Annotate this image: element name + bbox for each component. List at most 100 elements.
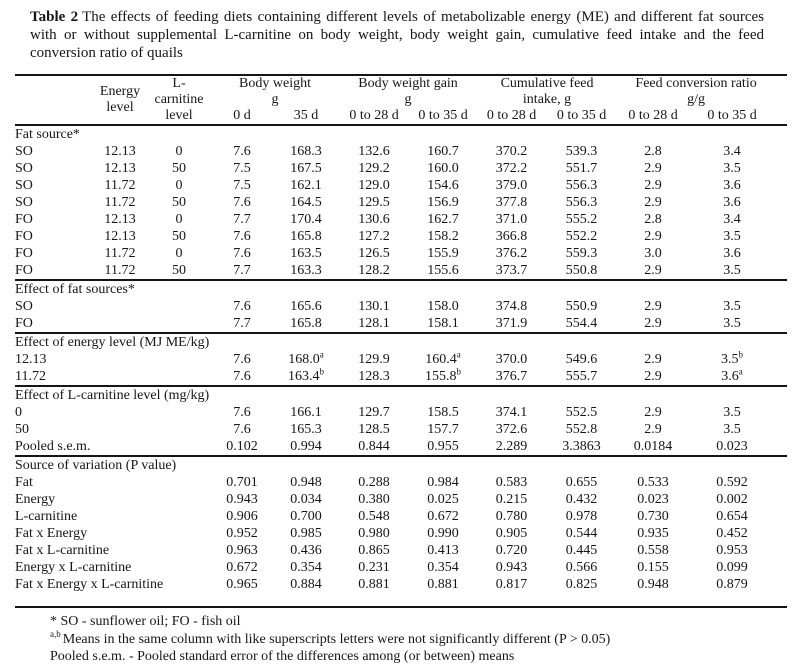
value-cell: 3.5 (723, 316, 741, 331)
value-cell: 7.6 (233, 144, 251, 159)
value-cell: 160.7 (427, 144, 459, 159)
value-cell: 3.4 (723, 144, 741, 159)
value-cell: 7.6 (233, 369, 251, 384)
value-cell: 163.3 (290, 263, 322, 278)
footnote-fat-sources: * SO - sunflower oil; FO - fish oil (50, 613, 793, 631)
value-cell: 0.025 (427, 492, 459, 507)
footnote-superscripts: a,b Means in the same column with like su… (50, 629, 793, 649)
value-cell: 370.0 (495, 352, 528, 367)
value-cell: 371.9 (495, 316, 528, 331)
carnitine-cell: 50 (172, 161, 186, 176)
value-cell: 3.6a (721, 366, 743, 384)
table-row: Energy 0.943 0.034 0.380 0.025 0.215 0.432 0.02… (15, 491, 787, 508)
value-cell: 3.5 (723, 299, 741, 314)
table-row: FO 7.7 165.8 128.1 158.1 371.9 554.4 2.9 3.5 (15, 315, 787, 333)
row-label: FO (15, 316, 33, 331)
value-cell: 0.380 (358, 492, 390, 507)
value-cell: 552.2 (565, 229, 598, 244)
value-cell: 2.9 (644, 422, 662, 437)
value-cell: 0.955 (427, 439, 459, 454)
value-cell: 371.0 (495, 212, 528, 227)
header-subcol-cfi-0-28d: 0 to 28 d (486, 108, 537, 123)
value-cell: 0.963 (226, 543, 258, 558)
group-unit: g (404, 92, 412, 107)
caption-text: The effects of feeding diets containing … (30, 9, 764, 61)
value-cell: 555.7 (565, 369, 598, 384)
value-cell: 2.9 (644, 195, 662, 210)
value-cell: 167.5 (290, 161, 322, 176)
header-group-body-weight-gain: Body weight gain g (339, 75, 477, 108)
carnitine-cell: 50 (172, 195, 186, 210)
header-group-feed-conversion-ratio: Feed conversion ratio g/g (617, 75, 787, 108)
value-cell: 168.0a (288, 349, 324, 367)
value-cell: 7.5 (233, 178, 251, 193)
table-row: SO 11.72 0 7.5 162.1 129.0 154.6 379.0 556.3 2.9 3… (15, 177, 787, 194)
value-cell: 0.215 (495, 492, 528, 507)
value-cell: 556.3 (565, 178, 598, 193)
value-cell: 0.978 (565, 509, 598, 524)
value-cell: 157.7 (427, 422, 459, 437)
value-cell: 556.3 (565, 195, 598, 210)
value-cell: 0.558 (637, 543, 669, 558)
row-label: SO (15, 144, 33, 159)
section-header-row: Effect of L-carnitine level (mg/kg) (15, 385, 788, 404)
value-cell: 539.3 (565, 144, 598, 159)
value-cell: 0.288 (358, 475, 390, 490)
value-cell: 0.980 (358, 526, 390, 541)
value-cell: 128.2 (358, 263, 390, 278)
value-cell: 0.879 (716, 577, 748, 592)
value-cell: 379.0 (495, 178, 528, 193)
carnitine-cell: 50 (172, 229, 186, 244)
energy-cell: 12.13 (104, 212, 136, 227)
value-cell: 0.881 (427, 577, 459, 592)
header-carnitine-line2: carnitine (154, 92, 204, 107)
value-cell: 0.023 (637, 492, 669, 507)
section-title: Source of variation (P value) (15, 455, 788, 474)
value-cell: 0.985 (290, 526, 322, 541)
table-row: SO 11.72 50 7.6 164.5 129.5 156.9 377.8 556.3 2.9… (15, 194, 787, 211)
carnitine-cell: 0 (175, 246, 183, 261)
value-cell: 7.7 (233, 316, 251, 331)
value-cell: 0.544 (565, 526, 598, 541)
table-row: 12.13 7.6 168.0a 129.9 160.4a 370.0 549.6 2.9 3.… (15, 349, 787, 368)
value-cell: 555.2 (565, 212, 598, 227)
carnitine-cell: 0 (175, 144, 183, 159)
value-cell: 7.7 (233, 212, 251, 227)
value-cell: 552.8 (565, 422, 598, 437)
row-label: Energy (15, 492, 56, 507)
value-cell: 7.6 (233, 299, 251, 314)
table-row: SO 7.6 165.6 130.1 158.0 374.8 550.9 2.9 3.5 (15, 298, 787, 315)
value-cell: 0.906 (226, 509, 258, 524)
value-cell: 160.4a (425, 349, 461, 367)
value-cell: 163.5 (290, 246, 322, 261)
value-cell: 3.6 (723, 195, 741, 210)
value-cell: 0.701 (226, 475, 258, 490)
value-cell: 2.289 (495, 439, 528, 454)
header-row-subcols: 0 d 35 d 0 to 28 d 0 to 35 d 0 to 28 d 0… (15, 108, 787, 125)
value-cell: 164.5 (290, 195, 322, 210)
value-cell: 129.9 (358, 352, 390, 367)
footnotes: * SO - sunflower oil; FO - fish oil a,b M… (50, 613, 793, 664)
value-cell: 2.9 (644, 229, 662, 244)
value-cell: 7.5 (233, 161, 251, 176)
table-row: SO 12.13 50 7.5 167.5 129.2 160.0 372.2 551.7 2.9… (15, 160, 787, 177)
table-row: Energy x L-carnitine 0.672 0.354 0.231 0.354… (15, 559, 787, 576)
value-cell: 158.0 (427, 299, 459, 314)
value-cell: 163.4b (288, 366, 324, 384)
section-header-row: Fat source* (15, 124, 788, 143)
value-cell: 128.5 (358, 422, 390, 437)
row-label: Fat (15, 475, 33, 490)
footnote-text: * SO - sunflower oil; FO - fish oil (50, 614, 241, 629)
energy-cell: 11.72 (104, 246, 136, 261)
group-unit: g/g (687, 92, 705, 107)
header-carnitine-line1: L- (172, 76, 186, 91)
value-cell: 130.6 (358, 212, 390, 227)
value-cell: 0.655 (565, 475, 598, 490)
value-cell: 0.952 (226, 526, 258, 541)
value-cell: 0.566 (565, 560, 598, 575)
row-label: Energy x L-carnitine (15, 560, 132, 575)
table-row: Fat x L-carnitine 0.963 0.436 0.865 0.413 0.7… (15, 542, 787, 559)
energy-cell: 11.72 (104, 263, 136, 278)
table-row: 0 7.6 166.1 129.7 158.5 374.1 552.5 2.9 3.5 (15, 404, 787, 421)
